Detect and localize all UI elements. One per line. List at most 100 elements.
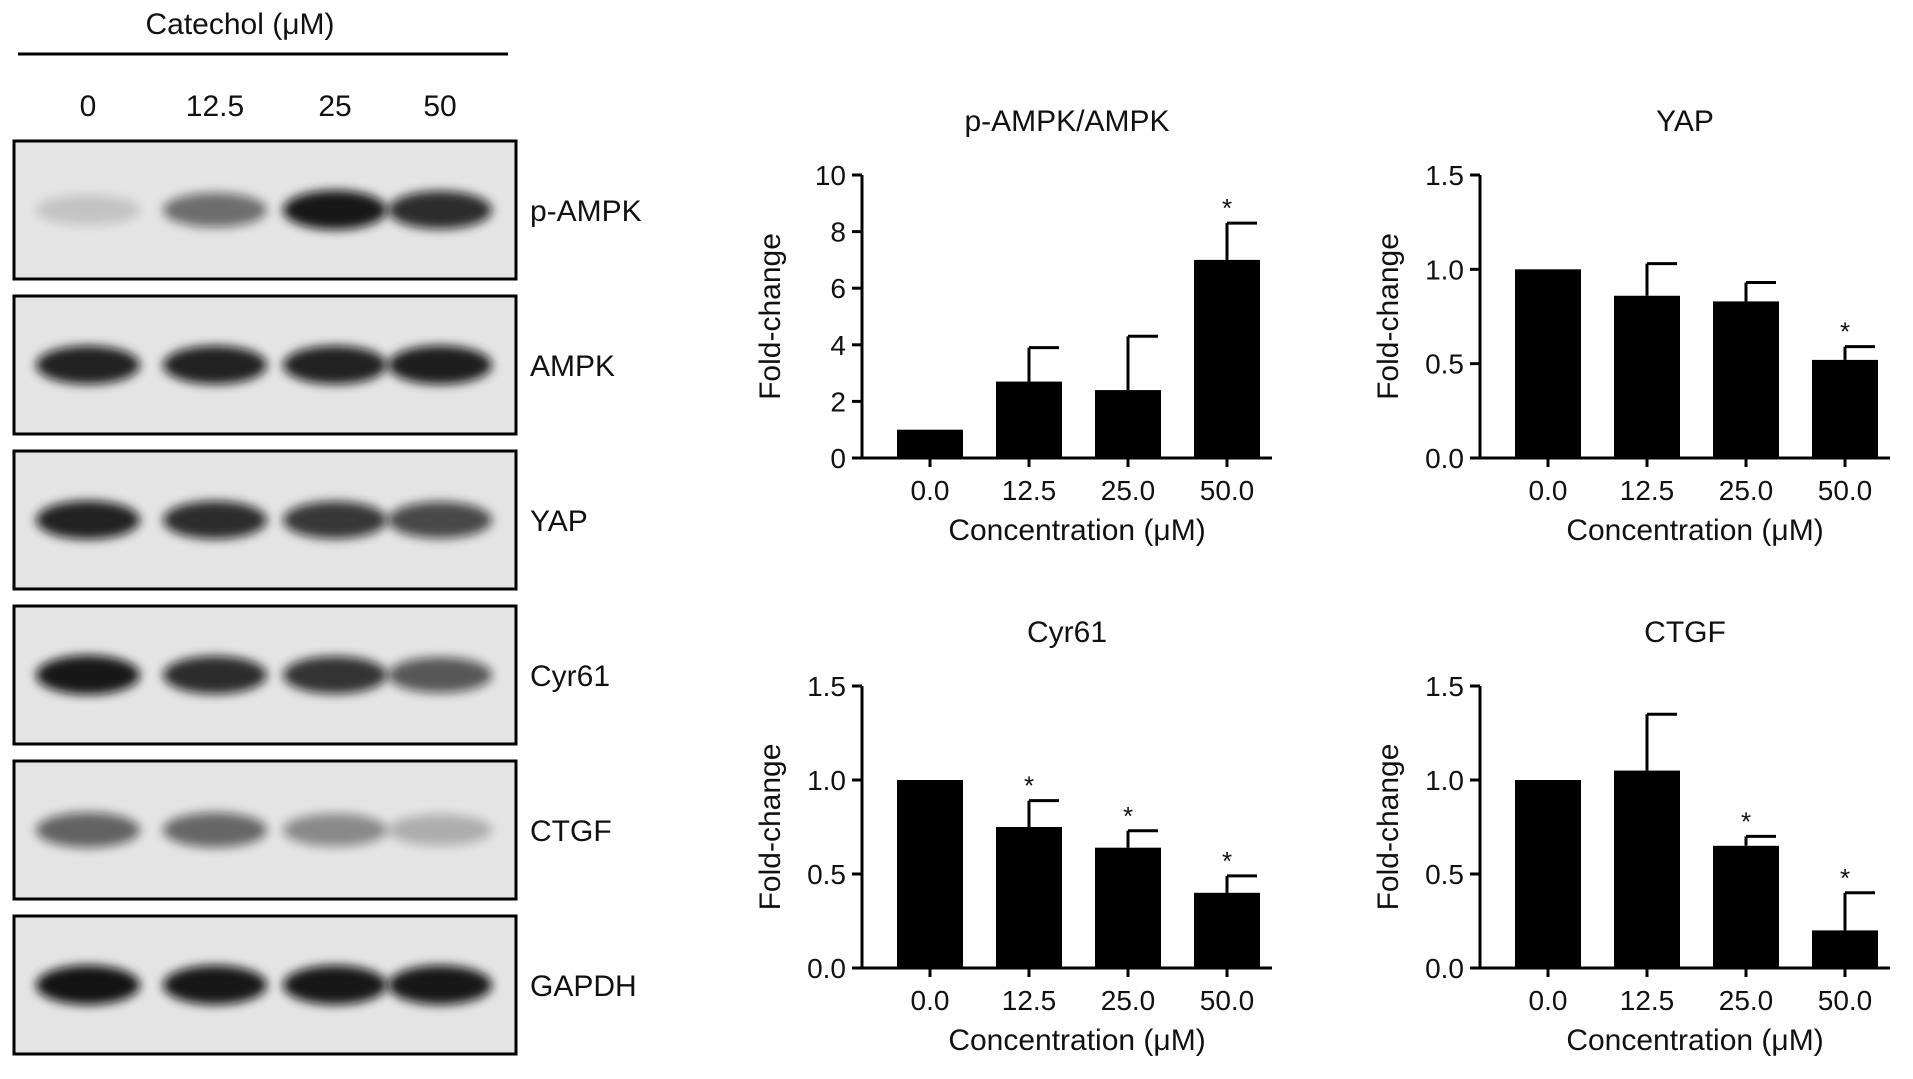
blot-band [36, 345, 140, 385]
x-axis-label: Concentration (μM) [1566, 1024, 1823, 1057]
blot-row-gapdh: GAPDH [12, 914, 637, 1056]
significance-marker: * [1123, 801, 1133, 831]
y-tick-label: 8 [830, 217, 846, 248]
y-tick-label: 0 [830, 443, 846, 474]
y-tick-label: 4 [830, 330, 846, 361]
bar [897, 429, 963, 458]
x-tick-label: 0.0 [1529, 985, 1568, 1016]
x-tick-label: 50.0 [1200, 985, 1255, 1016]
blot-band [388, 501, 492, 539]
chart-title: Cyr61 [1027, 616, 1107, 649]
bar [1194, 259, 1260, 458]
bar-charts-panel: p-AMPK/AMPK 0 2 4 6 8 10 Fold-change 0.0 12.5 25.0… [754, 105, 1890, 1057]
protein-label: GAPDH [530, 970, 637, 1003]
protein-label: Cyr61 [530, 660, 610, 693]
bar [1614, 295, 1680, 458]
y-tick-label: 10 [815, 160, 846, 191]
protein-label: AMPK [530, 350, 615, 383]
bar [1812, 359, 1878, 458]
x-tick-label: 50.0 [1818, 475, 1873, 506]
y-tick-label: 0.5 [807, 859, 846, 890]
x-tick-label: 0.0 [911, 475, 950, 506]
protein-label: CTGF [530, 815, 612, 848]
chart-title: CTGF [1644, 616, 1726, 649]
x-tick-label: 12.5 [1620, 475, 1675, 506]
blot-band [388, 657, 492, 693]
blot-band [36, 965, 140, 1005]
y-tick-label: 6 [830, 273, 846, 304]
blot-band [283, 501, 387, 539]
treatment-label: Catechol (μM) [146, 8, 335, 41]
significance-marker: * [1024, 771, 1034, 801]
blot-band [163, 655, 267, 695]
x-axis-label: Concentration (μM) [1566, 514, 1823, 547]
x-tick-label: 0.0 [911, 985, 950, 1016]
blot-band [36, 195, 140, 225]
blot-band [283, 345, 387, 385]
bar [1515, 269, 1581, 458]
protein-label: YAP [530, 505, 588, 538]
chart-cyr61: Cyr61 0.0 0.5 1.0 1.5 Fold-change 0.0 * 12.5 * 25.… [754, 616, 1272, 1057]
y-axis-label: Fold-change [754, 233, 787, 400]
bar [1194, 892, 1260, 968]
y-tick-label: 1.0 [1425, 254, 1464, 285]
x-tick-label: 25.0 [1719, 475, 1774, 506]
x-axis-label: Concentration (μM) [948, 1024, 1205, 1057]
lane-label: 12.5 [186, 90, 244, 123]
x-tick-label: 50.0 [1818, 985, 1873, 1016]
x-tick-label: 12.5 [1620, 985, 1675, 1016]
x-tick-label: 0.0 [1529, 475, 1568, 506]
lane-label: 50 [423, 90, 456, 123]
blot-band [388, 965, 492, 1005]
y-axis-label: Fold-change [1372, 233, 1405, 400]
blot-band [36, 500, 140, 540]
y-tick-label: 1.5 [807, 671, 846, 702]
bar [996, 381, 1062, 458]
x-tick-label: 25.0 [1719, 985, 1774, 1016]
significance-marker: * [1222, 846, 1232, 876]
y-tick-label: 0.0 [1425, 953, 1464, 984]
x-tick-label: 12.5 [1002, 985, 1057, 1016]
x-tick-label: 25.0 [1101, 475, 1156, 506]
y-tick-label: 2 [830, 386, 846, 417]
blot-band [388, 190, 492, 230]
bar [897, 780, 963, 968]
protein-label: p-AMPK [530, 195, 642, 228]
significance-marker: * [1840, 863, 1850, 893]
blot-band [163, 345, 267, 385]
blot-band [283, 965, 387, 1005]
y-axis-label: Fold-change [754, 744, 787, 911]
x-tick-label: 50.0 [1200, 475, 1255, 506]
y-axis-label: Fold-change [1372, 744, 1405, 911]
chart-title: p-AMPK/AMPK [964, 105, 1169, 138]
blot-row-ampk: AMPK [12, 294, 615, 436]
western-blot-panel: Catechol (μM) 0 12.5 25 50 p-AMPK AMPK YAP Cyr6… [12, 8, 642, 1056]
y-tick-label: 1.0 [807, 765, 846, 796]
chart-title: YAP [1656, 105, 1714, 138]
blot-band [163, 812, 267, 848]
blot-band [283, 656, 387, 694]
blot-row-yap: YAP [12, 449, 588, 591]
significance-marker: * [1840, 317, 1850, 347]
blot-band [163, 500, 267, 540]
bar [1713, 845, 1779, 968]
y-tick-label: 0.0 [807, 953, 846, 984]
blot-band [388, 345, 492, 385]
blot-band [36, 655, 140, 695]
lane-label: 25 [318, 90, 351, 123]
blot-band [36, 812, 140, 848]
blot-row-cyr61: Cyr61 [12, 604, 610, 746]
y-tick-label: 1.5 [1425, 160, 1464, 191]
bar [1095, 847, 1161, 968]
blot-band [163, 965, 267, 1005]
x-axis-label: Concentration (μM) [948, 514, 1205, 547]
blot-band [388, 814, 492, 846]
bar [1515, 780, 1581, 968]
bar [1713, 301, 1779, 458]
chart-ctgf: CTGF 0.0 0.5 1.0 1.5 Fold-change 0.0 12.5 * 25.0 *… [1372, 616, 1890, 1057]
chart-yap: YAP 0.0 0.5 1.0 1.5 Fold-change 0.0 12.5 25.0 * 50… [1372, 105, 1890, 547]
significance-marker: * [1741, 806, 1751, 836]
bar [1095, 390, 1161, 458]
